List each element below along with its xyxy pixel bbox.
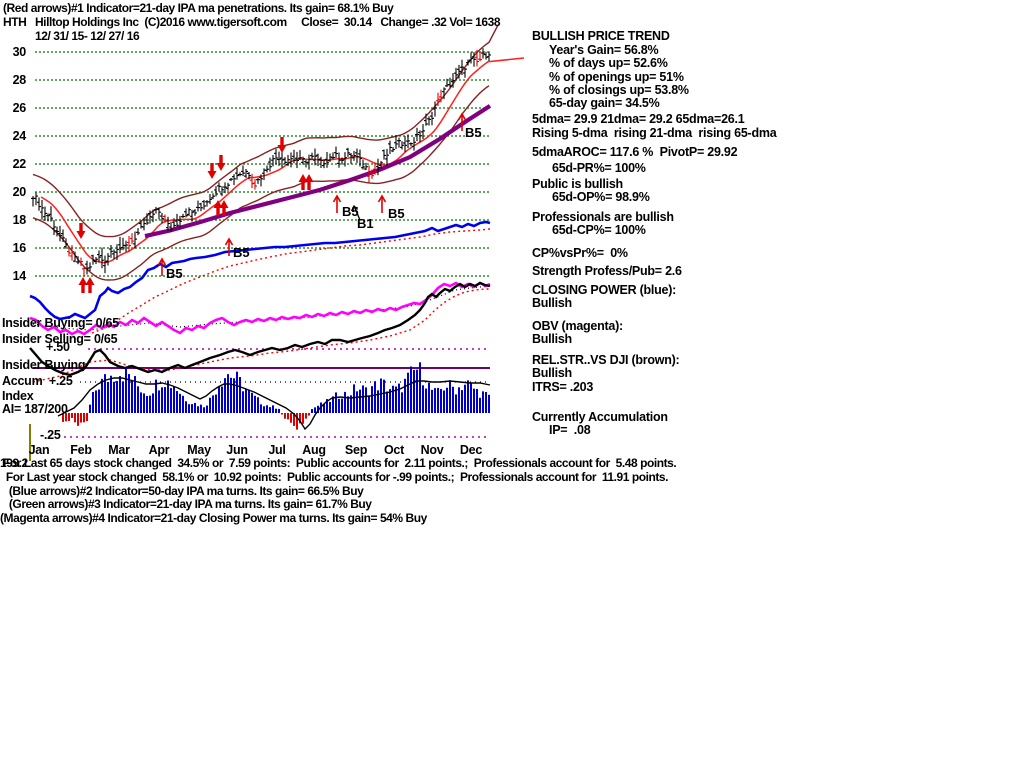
index-label: Index — [2, 389, 34, 403]
y-axis-price-label: 18 — [12, 212, 27, 227]
gain-65day: 65-day gain= 34.5% — [549, 96, 660, 110]
x-axis-month-label: Aug — [302, 443, 326, 457]
pr-pct: 65d-PR%= 100% — [552, 161, 646, 175]
accumulation-status: Currently Accumulation — [532, 410, 668, 424]
x-axis-month-label: Jan — [28, 443, 50, 457]
pct-openings-up: % of openings up= 51% — [549, 70, 684, 84]
red-arrows-indicator-legend: (Red arrows)#1 Indicator=21-day IPA ma p… — [3, 1, 394, 15]
obv-header: OBV (magenta): — [532, 319, 623, 333]
aroc-pivot: 5dmaAROC= 117.6 % PivotP= 29.92 — [532, 145, 738, 159]
x-axis-month-label: May — [187, 443, 211, 457]
footer-65day-summary: For Last 65 days stock changed 34.5% or … — [3, 456, 677, 470]
ticker-title-bar: HTH Hilltop Holdings Inc (C)2016 www.tig… — [3, 15, 501, 29]
rel-strength-status: Bullish — [532, 366, 572, 380]
pct-closings-up: % of closings up= 53.8% — [549, 83, 689, 97]
trend-status: BULLISH PRICE TREND — [532, 29, 670, 43]
footer-magenta-arrows-legend: (Magenta arrows)#4 Indicator=21-day Clos… — [0, 511, 427, 525]
y-axis-price-label: 28 — [12, 72, 27, 87]
y-axis-price-label: 20 — [12, 184, 27, 199]
strength-ratio: Strength Profess/Pub= 2.6 — [532, 264, 682, 278]
footer-year-summary: For Last year stock changed 58.1% or 10.… — [3, 470, 669, 484]
y-axis-price-label: 22 — [12, 156, 27, 171]
public-sentiment: Public is bullish — [532, 177, 623, 191]
y-axis-price-label: 16 — [12, 240, 27, 255]
rel-strength-header: REL.STR..VS DJI (brown): — [532, 353, 680, 367]
footer-overlap-value: 199.2 — [0, 456, 28, 470]
ai-ratio-label: AI= 187/200 — [2, 402, 68, 416]
closing-power-status: Bullish — [532, 296, 572, 310]
moving-averages: 5dma= 29.9 21dma= 29.2 65dma=26.1 — [532, 112, 745, 126]
closing-power-header: CLOSING POWER (blue): — [532, 283, 677, 297]
signal-label-b5: B5 — [388, 206, 405, 221]
accum-plus25-label: Accum +.25 — [2, 374, 73, 388]
signal-label-b5: B5 — [166, 266, 183, 281]
itrs-value: ITRS= .203 — [532, 380, 594, 394]
scale-minus25-label: -.25 — [40, 428, 61, 442]
insider-buying-label: Insider Buying= 0/65 — [2, 316, 119, 330]
x-axis-month-label: Apr — [148, 443, 170, 457]
signal-label-b5: B5 — [465, 125, 482, 140]
scale-plus50-label: +.50 — [46, 340, 70, 354]
footer-blue-arrows-legend: (Blue arrows)#2 Indicator=50-day IPA ma … — [6, 484, 364, 498]
x-axis-month-label: Jul — [268, 443, 286, 457]
x-axis-month-label: Oct — [383, 443, 405, 457]
x-axis-month-label: Sep — [344, 443, 368, 457]
x-axis-month-label: Dec — [459, 443, 483, 457]
y-axis-price-label: 26 — [12, 100, 27, 115]
cp-vs-pr: CP%vsPr%= 0% — [532, 246, 628, 260]
insider-buying-label2: Insider Buying — [2, 358, 86, 372]
y-axis-price-label: 24 — [12, 128, 27, 143]
op-pct: 65d-OP%= 98.9% — [552, 190, 650, 204]
signal-label-b5: B5 — [342, 204, 359, 219]
insider-selling-label: Insider Selling= 0/65 — [2, 332, 118, 346]
x-axis-month-label: Feb — [70, 443, 92, 457]
y-axis-price-label: 14 — [12, 268, 27, 283]
pct-days-up: % of days up= 52.6% — [549, 56, 668, 70]
x-axis-month-label: Mar — [108, 443, 130, 457]
ma-direction: Rising 5-dma rising 21-dma rising 65-dma — [532, 126, 777, 140]
obv-status: Bullish — [532, 332, 572, 346]
signal-label-b5: B5 — [233, 245, 250, 260]
cp-pct: 65d-CP%= 100% — [552, 223, 646, 237]
x-axis-month-label: Jun — [226, 443, 248, 457]
y-axis-price-label: 30 — [12, 44, 27, 59]
years-gain: Year's Gain= 56.8% — [549, 43, 659, 57]
x-axis-month-label: Nov — [420, 443, 444, 457]
ip-value: IP= .08 — [549, 423, 591, 437]
date-range: 12/ 31/ 15- 12/ 27/ 16 — [35, 29, 140, 43]
signal-label-b1: B1 — [357, 216, 374, 231]
footer-green-arrows-legend: (Green arrows)#3 Indicator=21-day IPA ma… — [6, 497, 372, 511]
professional-sentiment: Professionals are bullish — [532, 210, 674, 224]
